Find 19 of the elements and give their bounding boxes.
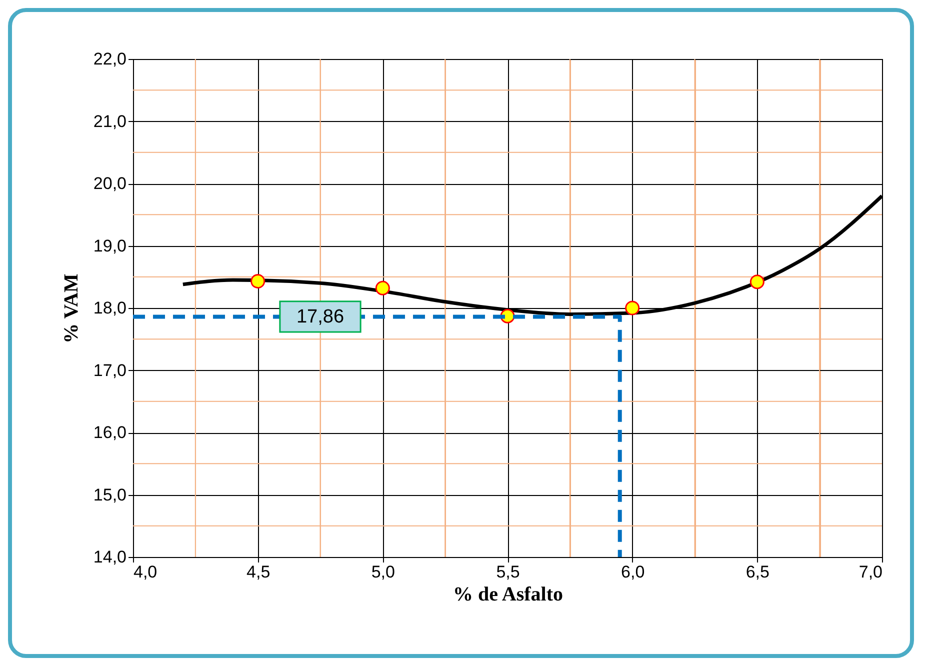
x-tick-label: 6,5 [746,562,770,582]
y-tick-label: 21,0 [93,112,126,131]
y-tick-label: 15,0 [93,485,126,504]
x-tick-label: 4,0 [134,562,158,582]
x-tick-label: 4,5 [246,562,270,582]
y-axis-title: % VAM [60,273,82,344]
y-tick-label: 20,0 [93,174,126,193]
x-axis-title: % de Asfalto [453,584,563,606]
x-tick-label: 5,5 [496,562,520,582]
y-tick-label: 14,0 [93,548,126,566]
y-tick-label: 22,0 [93,50,126,68]
y-tick-label: 16,0 [93,423,126,442]
y-tick-label: 17,0 [93,360,126,380]
x-tick-label: 5,0 [371,562,395,582]
y-tick-label: 18,0 [93,298,126,318]
y-tick-label: 19,0 [93,236,126,256]
x-tick-label: 7,0 [858,562,882,582]
x-tick-label: 6,0 [621,562,645,582]
annotation: 17,86 [296,306,344,328]
